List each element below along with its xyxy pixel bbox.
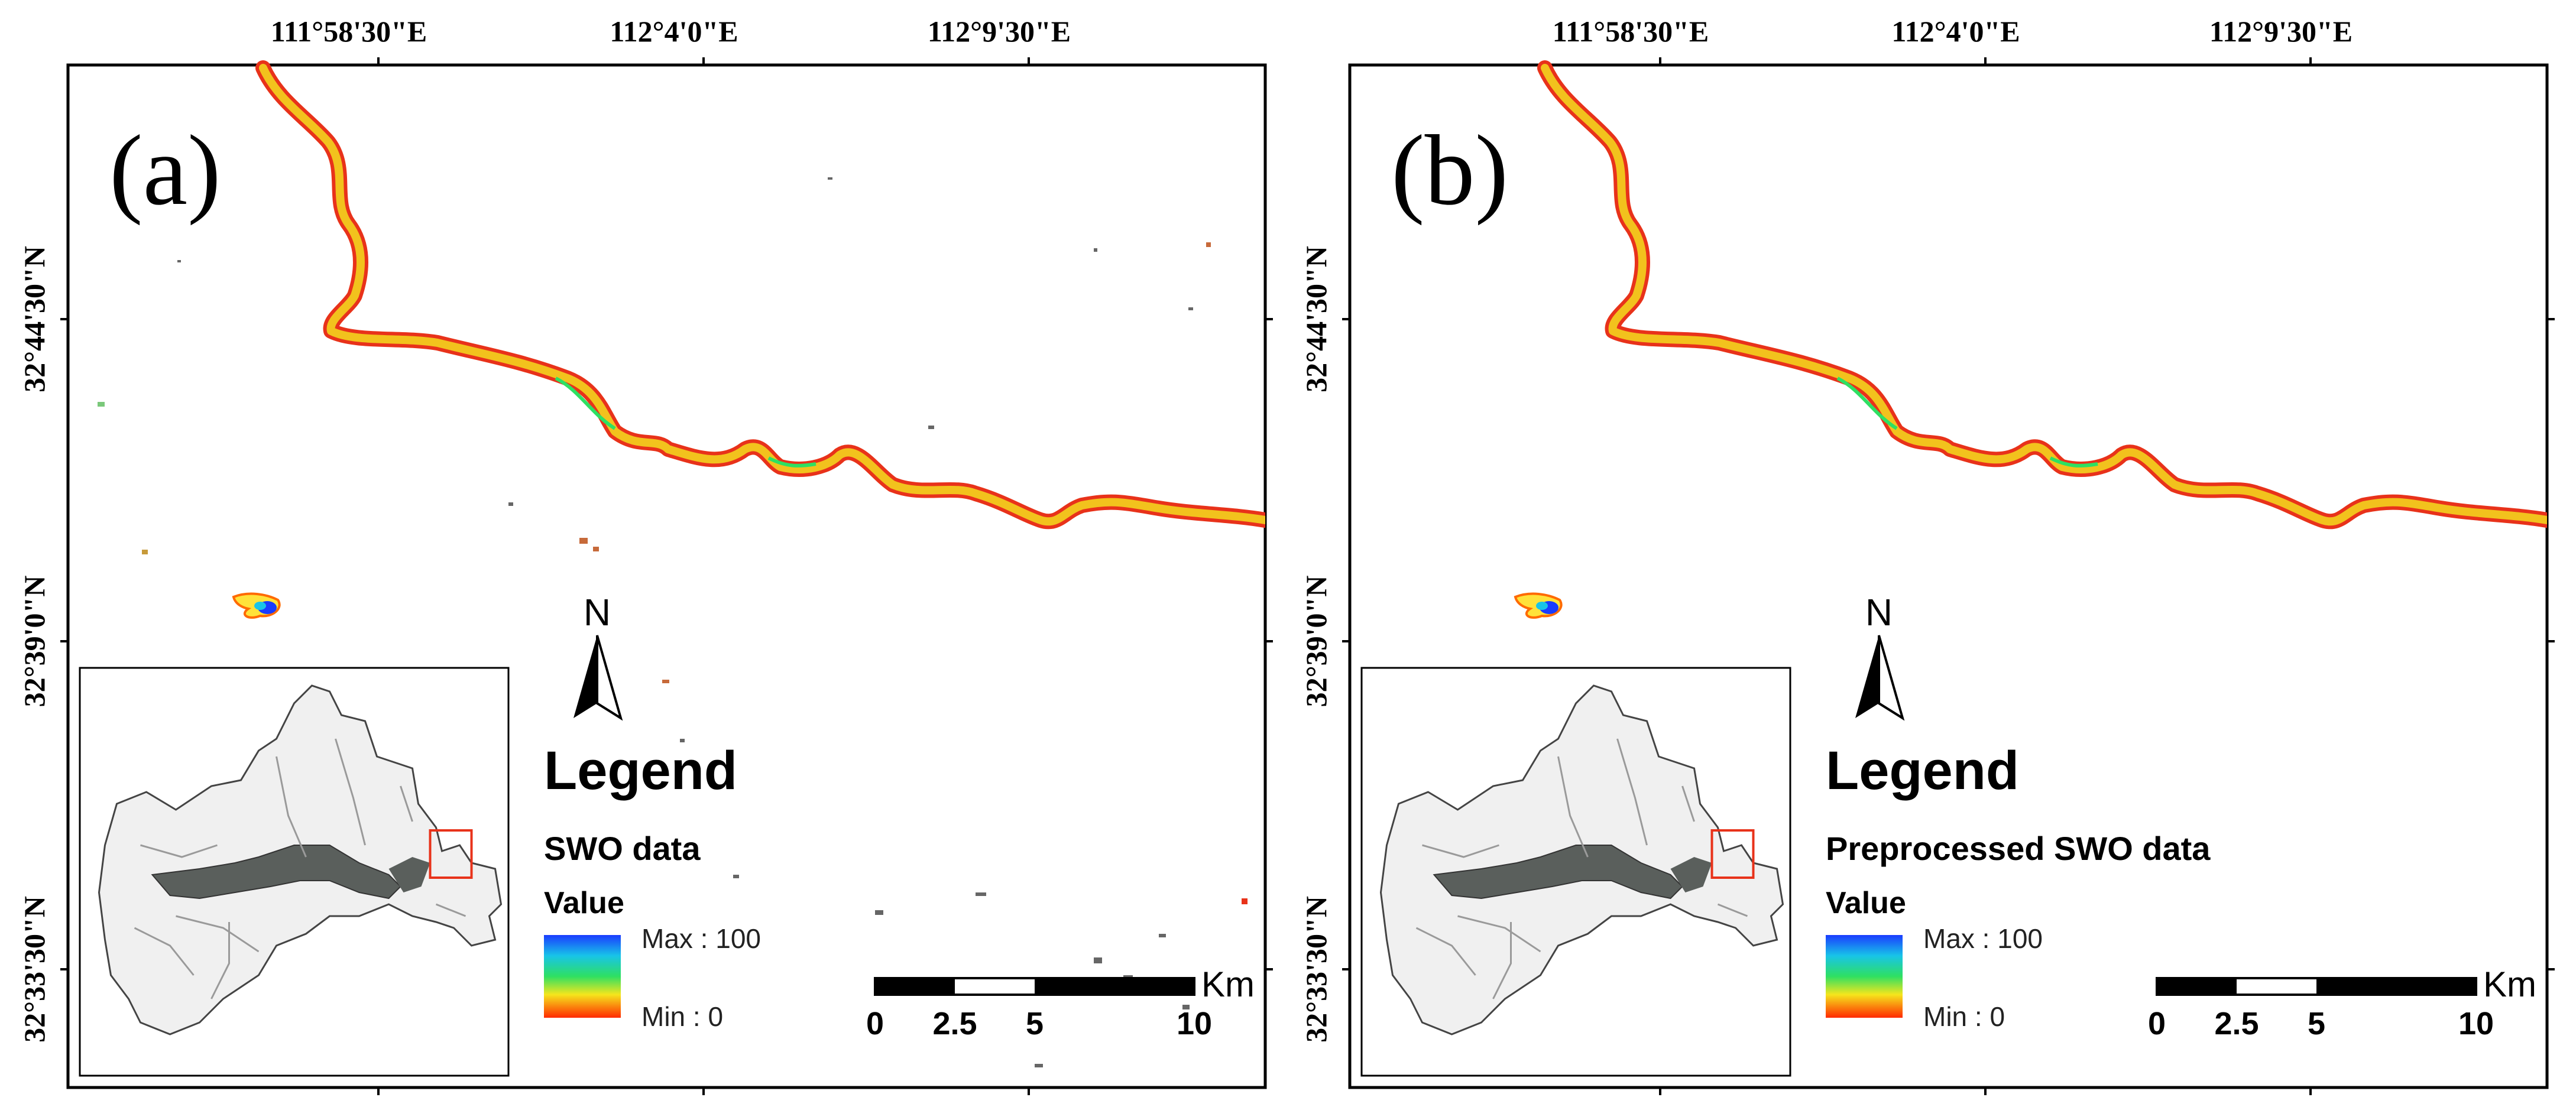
scale-tick-1-a: 2.5 — [932, 1006, 977, 1041]
lon-ticks-a — [60, 57, 1273, 1095]
legend-max-b: Max : 100 — [1923, 923, 2043, 954]
scale-bar-b: 0 2.5 5 10 Km — [2148, 965, 2536, 1041]
lon-label-2-b: 112°4'0"E — [1891, 15, 2020, 48]
lon-label-1-a: 111°58'30"E — [271, 15, 427, 48]
lon-label-3-a: 112°9'30"E — [928, 15, 1071, 48]
north-label-a: N — [584, 591, 611, 634]
lat-label-3-a: 32°33'30"N — [18, 896, 51, 1043]
scale-unit-b: Km — [2483, 965, 2536, 1004]
legend-title-b: Legend — [1826, 741, 2019, 801]
panel-b: 111°58'30"E 112°4'0"E 112°9'30"E 32°44'3… — [1300, 15, 2555, 1095]
panel-label-b: (b) — [1391, 115, 1508, 226]
lat-label-2-b: 32°39'0"N — [1300, 576, 1333, 707]
panel-a: 111°58'30"E 112°4'0"E 112°9'30"E 32°44'3… — [18, 15, 1273, 1095]
legend-b: Legend Preprocessed SWO data Value Max :… — [1826, 741, 2211, 1032]
inset-map-a — [79, 667, 510, 1077]
legend-a: Legend SWO data Value Max : 100 Min : 0 — [544, 741, 761, 1032]
noise-speckles-a — [98, 177, 1248, 1067]
scale-tick-3-a: 10 — [1177, 1006, 1212, 1041]
lat-label-3-b: 32°33'30"N — [1300, 896, 1333, 1043]
legend-max-a: Max : 100 — [641, 923, 761, 954]
scale-tick-3-b: 10 — [2458, 1006, 2494, 1041]
color-ramp-a — [544, 935, 621, 1018]
lon-label-3-b: 112°9'30"E — [2209, 15, 2353, 48]
scale-tick-2-a: 5 — [1026, 1006, 1044, 1041]
scale-bar-a: 0 2.5 5 10 Km — [866, 965, 1255, 1041]
lat-label-1-a: 32°44'30"N — [18, 246, 51, 392]
lon-ticks-b — [1342, 57, 2555, 1095]
north-arrow-left-b — [1855, 635, 1879, 718]
legend-value-heading-b: Value — [1826, 886, 1906, 920]
inset-map-b — [1360, 667, 1791, 1077]
lon-label-2-a: 112°4'0"E — [610, 15, 738, 48]
scale-tick-1-b: 2.5 — [2214, 1006, 2259, 1041]
legend-title-a: Legend — [544, 741, 737, 801]
legend-min-b: Min : 0 — [1923, 1001, 2005, 1032]
color-ramp-b — [1826, 935, 1903, 1018]
lat-label-1-b: 32°44'30"N — [1300, 246, 1333, 392]
scale-tick-2-b: 5 — [2308, 1006, 2325, 1041]
north-label-b: N — [1865, 591, 1893, 634]
north-arrow-right-b — [1878, 635, 1905, 721]
legend-min-a: Min : 0 — [641, 1001, 723, 1032]
lon-label-1-b: 111°58'30"E — [1553, 15, 1709, 48]
legend-value-heading-a: Value — [544, 886, 624, 920]
panel-label-a: (a) — [109, 115, 221, 226]
legend-dataset-a: SWO data — [544, 830, 701, 867]
north-arrow-b: N — [1855, 591, 1905, 721]
lat-label-2-a: 32°39'0"N — [18, 576, 51, 707]
legend-dataset-b: Preprocessed SWO data — [1826, 830, 2211, 867]
scale-unit-a: Km — [1201, 965, 1255, 1004]
scale-tick-0-b: 0 — [2148, 1006, 2166, 1041]
north-arrow-left-a — [573, 635, 597, 718]
scale-tick-0-a: 0 — [866, 1006, 884, 1041]
north-arrow-a: N — [573, 591, 623, 721]
north-arrow-right-a — [596, 635, 623, 721]
